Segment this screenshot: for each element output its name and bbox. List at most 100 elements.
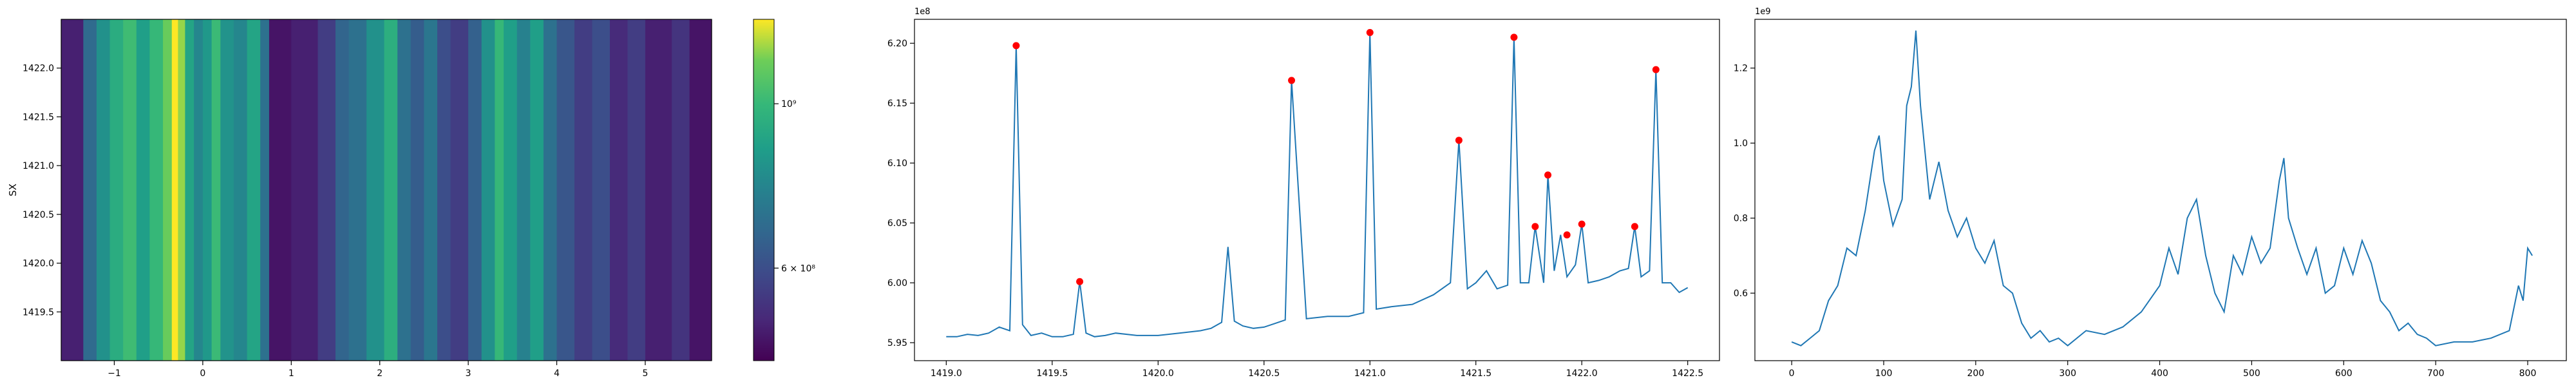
peak-marker: [1563, 231, 1571, 239]
heatmap-column: [220, 19, 234, 361]
series-y-tick-label: 1.0: [1734, 138, 1748, 149]
heatmap-column: [123, 19, 137, 361]
peak-marker: [1455, 137, 1463, 144]
peaks-x-tick-label: 1420.5: [1248, 368, 1280, 379]
heatmap-column: [645, 19, 672, 361]
heatmap-column: [269, 19, 292, 361]
peaks-x-tick-label: 1422.0: [1566, 368, 1598, 379]
peaks-x-tick-label: 1421.0: [1354, 368, 1386, 379]
heatmap-y-tick-label: 1420.0: [23, 259, 54, 269]
heatmap-frame: [61, 19, 712, 361]
peaks-frame: [914, 19, 1720, 361]
heatmap-column: [136, 19, 151, 361]
heatmap-y-axis: 1419.5 1420.0 1420.5 1421.0 1421.5 1422.0: [23, 64, 61, 318]
heatmap-column: [233, 19, 248, 361]
peaks-y-tick-label: 5.95: [887, 338, 907, 348]
peak-marker: [1578, 220, 1586, 228]
peaks-series-line: [946, 32, 1689, 337]
heatmap-x-tick-label: 3: [466, 368, 471, 379]
heatmap-column: [202, 19, 213, 361]
peak-marker: [1076, 278, 1084, 285]
peaks-x-tick-label: 1422.5: [1672, 368, 1703, 379]
heatmap-column: [260, 19, 270, 361]
series-x-tick-label: 600: [2335, 368, 2353, 379]
series-line-panel: 0 100 200 300 400 500 600 700 800 0.6 0.8 1.0 1.2 1…: [1734, 7, 2567, 379]
heatmap-column: [61, 19, 84, 361]
heatmap-column: [672, 19, 690, 361]
series-x-tick-label: 400: [2151, 368, 2168, 379]
heatmap-column: [450, 19, 469, 361]
heatmap-column: [384, 19, 398, 361]
heatmap-column: [410, 19, 425, 361]
series-y-axis: 0.6 0.8 1.0 1.2: [1734, 64, 1755, 299]
peaks-line-panel: 1419.0 1419.5 1420.0 1420.5 1421.0 1421.5 1422…: [887, 7, 1720, 379]
heatmap-column: [627, 19, 646, 361]
heatmap-column: [83, 19, 97, 361]
peaks-y-tick-label: 6.10: [887, 158, 907, 169]
colorbar-tick-label: 10⁹: [781, 99, 797, 109]
heatmap-y-tick-label: 1421.0: [23, 161, 54, 171]
series-y-tick-label: 0.8: [1734, 214, 1748, 224]
peaks-y-tick-label: 6.15: [887, 99, 907, 109]
heatmap-column: [574, 19, 593, 361]
heatmap-column: [194, 19, 204, 361]
heatmap-x-axis: −1 0 1 2 3 4 5: [108, 361, 648, 379]
heatmap-column: [366, 19, 385, 361]
peak-marker: [1652, 66, 1660, 73]
heatmap-column: [556, 19, 575, 361]
peaks-y-tick-label: 6.05: [887, 218, 907, 229]
series-x-tick-label: 300: [2059, 368, 2076, 379]
peak-marker: [1544, 171, 1552, 179]
heatmap-column: [149, 19, 164, 361]
heatmap-columns: [61, 19, 712, 361]
heatmap-column: [247, 19, 261, 361]
heatmap-x-tick-label: 2: [377, 368, 383, 379]
heatmap-column: [291, 19, 319, 361]
heatmap-y-tick-label: 1422.0: [23, 64, 54, 74]
heatmap-column: [468, 19, 482, 361]
peaks-y-tick-label: 6.00: [887, 278, 907, 289]
series-x-tick-label: 500: [2243, 368, 2260, 379]
heatmap-column: [530, 19, 544, 361]
heatmap-column: [689, 19, 712, 361]
heatmap-x-tick-label: 4: [554, 368, 560, 379]
series-x-tick-label: 0: [1789, 368, 1795, 379]
series-x-tick-label: 200: [1967, 368, 1984, 379]
peaks-x-tick-label: 1421.5: [1460, 368, 1492, 379]
heatmap-column: [481, 19, 495, 361]
series-x-tick-label: 700: [2427, 368, 2445, 379]
series-x-tick-label: 100: [1875, 368, 1893, 379]
peaks-y-axis: 5.95 6.00 6.05 6.10 6.15 6.20: [887, 39, 914, 348]
peak-marker: [1631, 223, 1638, 231]
heatmap-column: [495, 19, 504, 361]
peak-marker: [1012, 42, 1020, 50]
colorbar-ticks: 6 × 10⁸ 10⁹: [774, 99, 815, 274]
peaks-x-tick-label: 1419.5: [1036, 368, 1068, 379]
heatmap-x-tick-label: 1: [289, 368, 294, 379]
heatmap-x-tick-label: 5: [642, 368, 648, 379]
series-x-tick-label: 800: [2519, 368, 2537, 379]
series-line: [1791, 30, 2533, 346]
heatmap-column: [96, 19, 111, 361]
heatmap-panel: −1 0 1 2 3 4 5 1419.51420.01420.51421.01421.51…: [7, 19, 815, 379]
heatmap-column: [317, 19, 336, 361]
heatmap-x-tick-label: −1: [108, 368, 121, 379]
peaks-x-axis: 1419.0 1419.5 1420.0 1420.5 1421.0 1421.5 1422…: [931, 361, 1703, 379]
heatmap-y-tick-label: 1421.5: [23, 112, 54, 122]
heatmap-y-tick-label: 1419.5: [23, 307, 54, 318]
heatmap-column: [592, 19, 611, 361]
peaks-x-tick-label: 1419.0: [931, 368, 962, 379]
heatmap-column: [609, 19, 629, 361]
series-y-tick-label: 0.6: [1734, 289, 1748, 299]
series-offset-label: 1e9: [1755, 7, 1771, 17]
heatmap-y-label: SX: [7, 184, 19, 196]
heatmap-column: [163, 19, 173, 361]
series-x-axis: 0 100 200 300 400 500 600 700 800: [1789, 361, 2537, 379]
heatmap-column: [178, 19, 185, 361]
peak-marker: [1366, 28, 1374, 36]
colorbar-tick-label: 6 × 10⁸: [781, 263, 815, 274]
heatmap-column: [543, 19, 558, 361]
heatmap-column: [397, 19, 412, 361]
heatmap-column: [504, 19, 518, 361]
